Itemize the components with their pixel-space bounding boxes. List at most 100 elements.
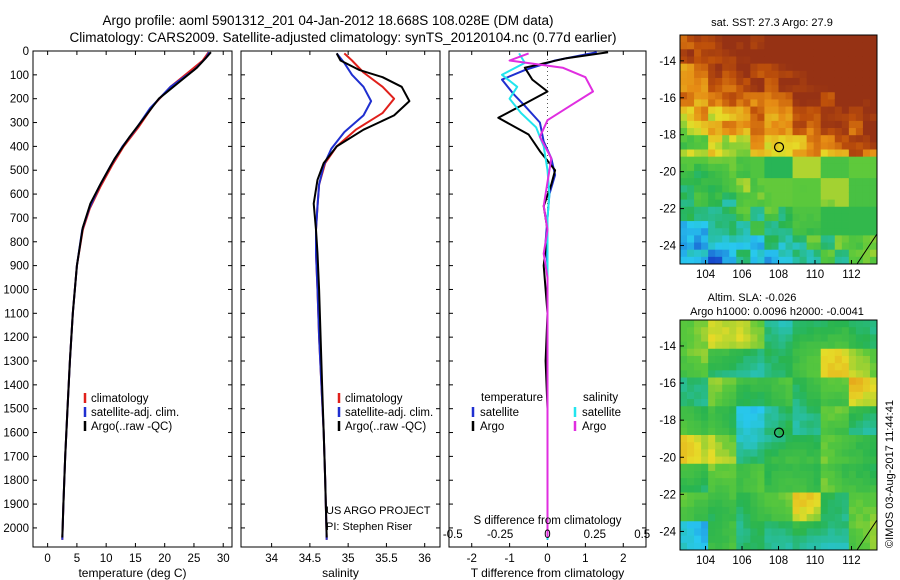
map-cell: [708, 213, 716, 222]
map-cell: [736, 178, 744, 186]
map-cell: [869, 199, 878, 208]
map-cell: [750, 442, 758, 450]
legend-label: Argo: [582, 421, 606, 433]
map-cell: [729, 370, 737, 378]
map-cell: [729, 499, 737, 508]
map-cell: [764, 456, 772, 465]
panel-temperature: 0100200300400500600700800900100011001200…: [3, 46, 233, 580]
map-cell: [827, 341, 836, 350]
map-cell: [799, 156, 808, 165]
map-cell: [729, 327, 737, 335]
map-cell: [750, 427, 758, 436]
map-cell: [722, 92, 730, 100]
map-cell: [848, 242, 857, 251]
map-cell: [743, 348, 751, 357]
map-cell: [687, 249, 695, 258]
map-cell: [806, 42, 815, 50]
map-cell: [834, 363, 843, 371]
map-cell: [792, 348, 801, 357]
map-cell: [785, 56, 793, 65]
map-cell: [834, 77, 843, 86]
map-cell: [862, 456, 871, 465]
map-cell: [708, 355, 716, 364]
map-cell: [757, 391, 765, 400]
map-cell: [841, 355, 850, 364]
map-cell: [687, 163, 695, 172]
map-cell: [813, 35, 822, 43]
map-cell: [715, 242, 723, 251]
map-cell: [764, 320, 772, 328]
map-cell: [862, 399, 871, 407]
map-cell: [680, 192, 688, 200]
map-cell: [757, 142, 765, 150]
map-cell: [848, 92, 857, 100]
map-cell: [736, 384, 744, 393]
map-cell: [687, 399, 695, 407]
map-cell: [771, 56, 779, 65]
map-cell: [820, 478, 829, 486]
s-tick-label: 0: [544, 529, 550, 541]
map-cell: [729, 399, 737, 407]
map-cell: [715, 149, 723, 158]
map-cell: [694, 514, 702, 522]
map-cell: [708, 128, 716, 136]
map-cell: [708, 170, 716, 179]
map-cell: [708, 478, 716, 486]
map-cell: [694, 185, 702, 193]
map-cell: [729, 185, 737, 193]
map-cell: [701, 341, 709, 350]
map-cell: [785, 420, 793, 429]
map-cell: [722, 149, 730, 158]
map-cell: [862, 249, 871, 258]
map-cell: [722, 420, 730, 429]
map-cell: [771, 35, 779, 43]
map-cell: [834, 49, 843, 57]
map-cell: [743, 170, 751, 179]
map-cell: [680, 492, 688, 501]
map-cell: [799, 470, 808, 479]
title-line-2: Climatology: CARS2009. Satellite-adjuste…: [69, 30, 616, 45]
map-cell: [778, 92, 786, 100]
map-cell: [743, 334, 751, 342]
map-cell: [715, 355, 723, 364]
map-cell: [806, 506, 815, 515]
map-cell: [750, 120, 758, 129]
map-cell: [694, 470, 702, 479]
map-cell: [708, 535, 716, 544]
map-cell: [757, 384, 765, 393]
map-cell: [841, 178, 850, 186]
map-cell: [813, 206, 822, 215]
map-cell: [722, 192, 730, 200]
map-cell: [701, 85, 709, 93]
map-cell: [757, 156, 765, 165]
map-cell: [813, 235, 822, 243]
map-cell: [834, 327, 843, 335]
sla-map-title-2: Argo h1000: 0.0096 h2000: -0.0041: [690, 306, 864, 318]
map-cell: [841, 228, 850, 236]
map-cell: [764, 113, 772, 122]
map-cell: [813, 492, 822, 501]
map-cell: [743, 449, 751, 457]
map-cell: [687, 85, 695, 93]
map-cell: [813, 221, 822, 229]
map-cell: [736, 156, 744, 165]
map-cell: [813, 377, 822, 386]
map-cell: [715, 228, 723, 236]
map-cell: [855, 327, 864, 335]
map-cell: [827, 35, 836, 43]
map-cell: [743, 370, 751, 378]
map-cell: [855, 235, 864, 243]
map-cell: [694, 341, 702, 350]
map-cell: [715, 363, 723, 371]
map-cell: [778, 135, 786, 143]
map-cell: [834, 420, 843, 429]
map-cell: [687, 521, 695, 529]
map-cell: [757, 399, 765, 407]
sla-map-xtick-label: 108: [769, 555, 788, 567]
map-cell: [701, 120, 709, 129]
map-cell: [757, 206, 765, 215]
map-cell: [701, 320, 709, 328]
map-cell: [729, 449, 737, 457]
map-cell: [862, 478, 871, 486]
map-cell: [736, 249, 744, 258]
